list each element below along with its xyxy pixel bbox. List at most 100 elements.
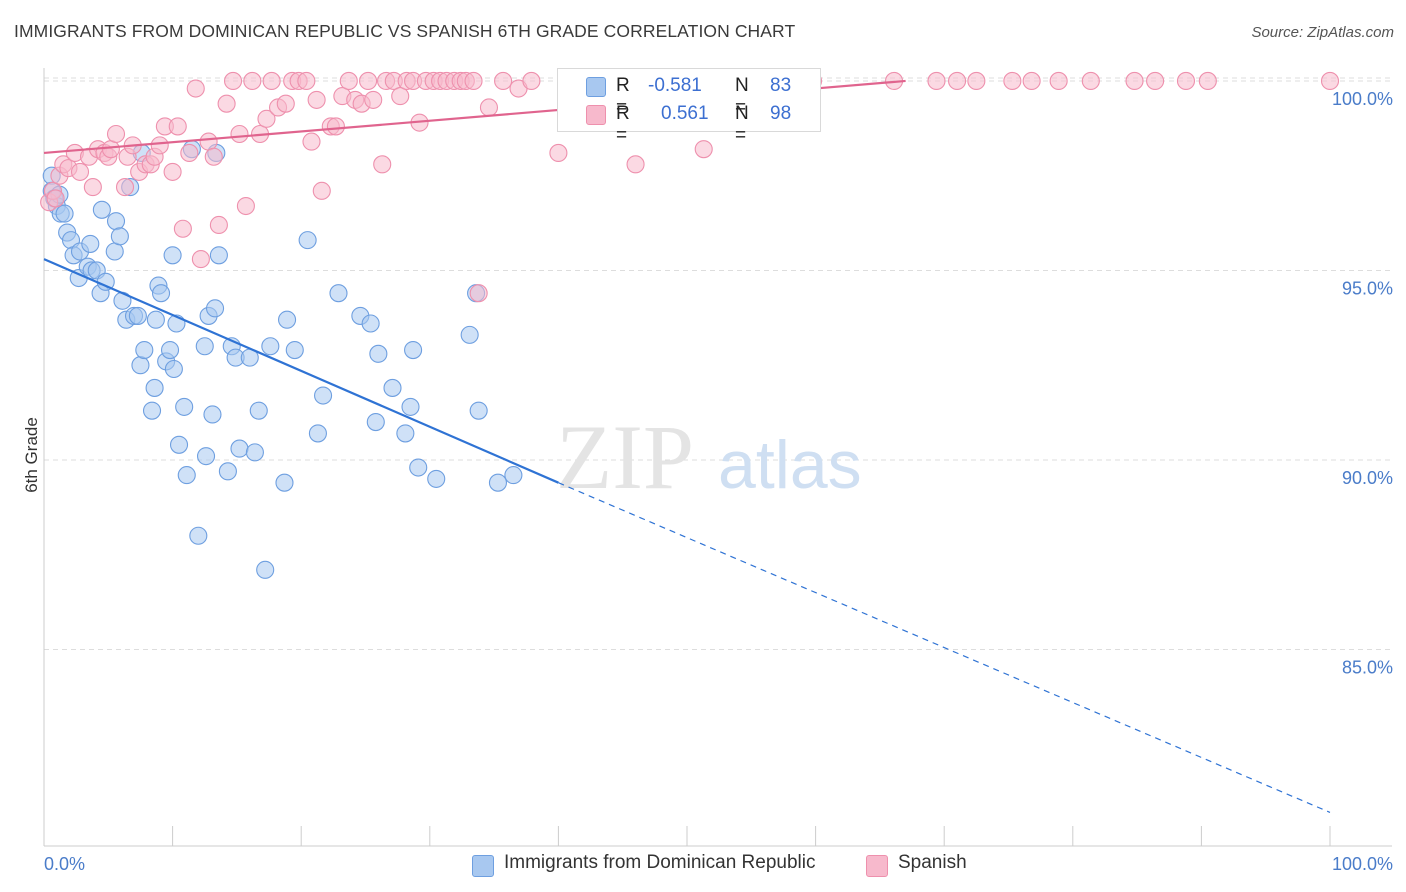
data-point-spanish <box>1146 71 1165 90</box>
trendline-dominican <box>43 258 559 484</box>
x-tick-label-min: 0.0% <box>44 854 85 874</box>
source-label: Source: ZipAtlas.com <box>1251 24 1394 41</box>
data-point-spanish <box>326 117 345 136</box>
data-point-dominican <box>261 337 280 356</box>
data-point-dominican <box>110 227 129 246</box>
data-point-spanish <box>927 71 946 90</box>
data-point-dominican <box>177 466 196 485</box>
data-point-spanish <box>46 189 65 208</box>
data-point-spanish <box>209 215 228 235</box>
data-point-dominican <box>504 466 523 485</box>
legend-n-value: 83 <box>770 75 792 96</box>
data-point-dominican <box>106 212 126 231</box>
data-point-spanish <box>276 94 295 113</box>
data-point-dominican <box>369 344 388 363</box>
data-point-dominican <box>404 340 423 360</box>
data-point-spanish <box>1081 71 1100 90</box>
legend-n-label: N = <box>735 75 749 118</box>
data-point-dominican <box>256 560 275 579</box>
series-dominican-points <box>42 140 523 579</box>
x-tick-label-max: 100.0% <box>1332 854 1393 874</box>
data-point-spanish <box>101 140 120 159</box>
legend-n-value: 98 <box>770 103 792 124</box>
data-point-dominican <box>218 462 237 481</box>
legend-swatch-blue <box>472 855 494 877</box>
y-tick-label: 100.0% <box>1332 89 1393 109</box>
data-point-dominican <box>245 443 264 462</box>
data-point-dominican <box>169 435 189 454</box>
data-point-dominican <box>298 231 317 250</box>
data-point-dominican <box>81 234 100 253</box>
data-point-dominican <box>329 284 348 303</box>
data-point-dominican <box>128 306 147 325</box>
legend-r-label: R = <box>616 103 630 146</box>
watermark: ZIP atlas <box>556 406 862 508</box>
legend-swatch-blue <box>586 77 606 97</box>
data-point-dominican <box>460 325 479 344</box>
data-point-spanish <box>967 71 986 90</box>
data-point-dominican <box>205 299 225 318</box>
data-point-dominican <box>131 356 150 375</box>
data-point-dominican <box>275 473 294 492</box>
data-point-dominican <box>145 378 164 397</box>
data-point-dominican <box>135 340 154 360</box>
data-point-dominican <box>209 246 228 265</box>
data-point-dominican <box>105 242 124 261</box>
y-tick-label: 85.0% <box>1342 657 1393 677</box>
data-point-spanish <box>204 147 223 166</box>
y-tick-label: 95.0% <box>1342 278 1393 298</box>
data-point-spanish <box>180 143 199 163</box>
data-point-dominican <box>427 469 446 488</box>
legend-r-value: -0.581 <box>648 75 702 96</box>
data-point-dominican <box>361 314 380 333</box>
data-point-spanish <box>948 71 967 90</box>
y-axis-label: 6th Grade <box>22 417 41 493</box>
series-legend: Immigrants from Dominican Republic Spani… <box>0 850 1406 880</box>
data-point-dominican <box>160 340 180 360</box>
data-point-dominican <box>409 458 428 477</box>
data-point-spanish <box>1003 71 1022 90</box>
data-point-dominican <box>195 337 214 356</box>
data-point-spanish <box>262 71 281 90</box>
data-point-dominican <box>383 378 402 397</box>
data-point-spanish <box>626 155 645 174</box>
data-point-spanish <box>364 90 383 109</box>
data-point-dominican <box>175 397 194 416</box>
data-point-spanish <box>302 132 321 151</box>
data-point-spanish <box>297 71 316 90</box>
data-point-spanish <box>83 178 102 197</box>
data-point-dominican <box>396 424 415 443</box>
data-point-spanish <box>230 124 249 144</box>
data-point-spanish <box>168 117 187 136</box>
data-point-spanish <box>694 140 713 159</box>
correlation-legend: R = -0.581 N = 83 R = 0.561 N = 98 <box>557 68 821 146</box>
data-point-dominican <box>203 405 222 424</box>
legend-swatch-pink <box>586 105 606 125</box>
data-point-dominican <box>163 246 182 265</box>
data-point-spanish <box>173 219 192 238</box>
legend-n-label: N = <box>735 103 749 146</box>
data-point-spanish <box>464 71 483 90</box>
data-point-spanish <box>191 250 210 269</box>
data-point-spanish <box>494 71 513 90</box>
watermark-zip: ZIP <box>556 406 694 508</box>
data-point-spanish <box>199 132 218 151</box>
data-point-spanish <box>223 71 243 90</box>
data-point-spanish <box>236 196 255 216</box>
data-point-dominican <box>469 401 488 420</box>
data-point-spanish <box>307 90 326 109</box>
data-point-dominican <box>92 200 111 219</box>
data-point-dominican <box>55 204 74 223</box>
data-point-spanish <box>1176 71 1196 90</box>
data-point-spanish <box>312 181 331 200</box>
data-point-spanish <box>1320 71 1340 90</box>
data-point-spanish <box>1198 71 1217 90</box>
data-point-dominican <box>249 401 268 420</box>
data-point-spanish <box>359 71 378 90</box>
data-point-dominican <box>314 386 333 405</box>
data-point-spanish <box>1049 71 1068 90</box>
data-point-spanish <box>391 87 410 106</box>
watermark-atlas: atlas <box>718 427 862 503</box>
data-point-dominican <box>146 310 165 329</box>
data-point-spanish <box>217 94 236 113</box>
